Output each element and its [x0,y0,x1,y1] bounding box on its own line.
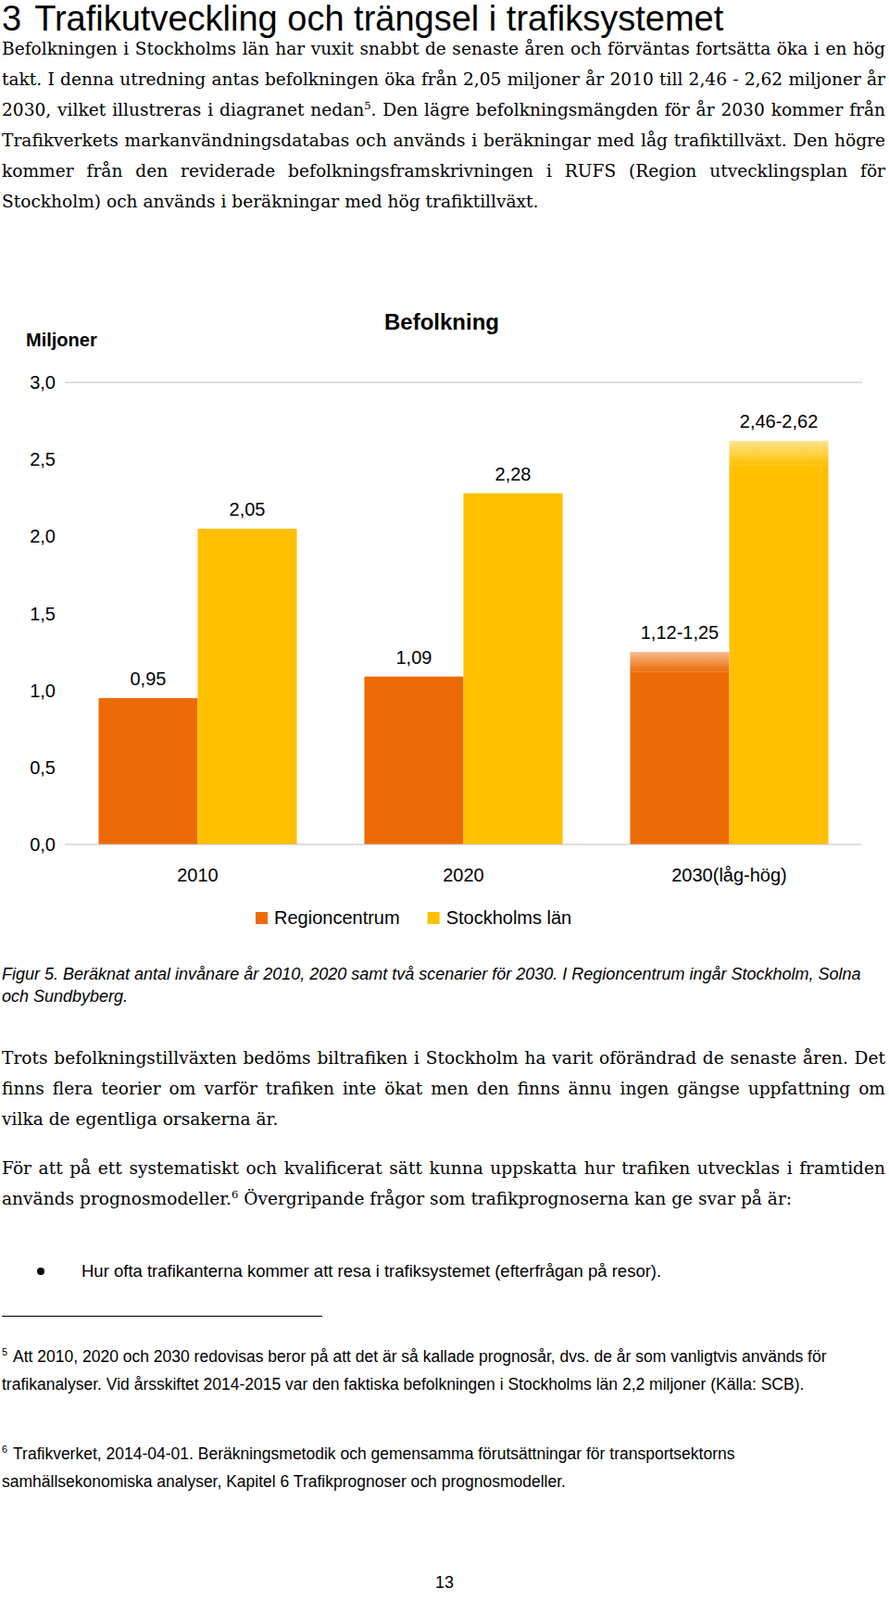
bar [729,465,829,845]
bars [98,440,828,845]
footnote-ref: 6 [231,1188,238,1202]
legend-label: Regioncentrum [274,907,401,928]
x-tick-label: 2010 [176,864,219,886]
data-label: 1,12-1,25 [640,622,720,643]
data-label: 2,46-2,62 [739,411,819,432]
footnote-text: Trafikverket, 2014-04-01. Beräkningsmeto… [1,1444,735,1491]
legend-label: Stockholms län [446,907,573,928]
paragraph: Trots befolkningstillväxten bedöms biltr… [1,1042,886,1135]
footnote: 6Trafikverket, 2014-04-01. Beräkningsmet… [1,1439,886,1496]
x-tick-label: 2030(låg-hög) [671,864,788,886]
bullet-text: Hur ofta trafikanterna kommer att resa i… [81,1261,662,1281]
bar [629,672,729,845]
bar [363,676,464,845]
footnote-number: 6 [1,1443,8,1455]
data-label: 2,28 [495,463,532,485]
legend-swatch [255,912,268,925]
chart-title: Befolkning [384,309,500,335]
x-axis-line [64,844,863,846]
heading-title: Trafikutveckling och trängsel i trafiksy… [34,0,724,38]
y-tick-label: 2,5 [29,449,56,470]
data-label: 1,09 [396,647,433,668]
footnote-text: Att 2010, 2020 och 2030 redovisas beror … [1,1347,827,1394]
bullet-dot [37,1267,45,1276]
figure-caption: Figur 5. Beräknat antal invånare år 2010… [1,963,886,1008]
paragraph-text: Övergripande frågor som trafikprognosern… [237,1189,792,1209]
legend: Regioncentrum Stockholms län [255,907,572,928]
paragraph: Befolkningen i Stockholms län har vuxit … [1,33,886,217]
y-tick-label: 0,0 [29,834,56,855]
data-label: 2,05 [229,499,266,520]
heading-number: 3 [1,0,22,38]
y-tick-label: 1,5 [29,603,56,625]
page-number: 13 [398,1572,491,1593]
y-tick-label: 0,5 [29,757,56,778]
y-tick-label: 2,0 [29,525,56,547]
footnote: 5Att 2010, 2020 och 2030 redovisas beror… [1,1342,886,1399]
page: 3 Trafikutveckling och trängsel i trafiks… [0,0,889,1600]
x-tick-label: 2020 [442,864,485,886]
bar [98,698,198,845]
bar-range [729,440,829,466]
footnote-rule [1,1315,323,1317]
bar [198,528,298,845]
y-tick-label: 3,0 [29,372,56,393]
data-label: 0,95 [130,668,167,689]
bar [463,493,564,845]
y-tick-label: 1,0 [29,680,56,702]
footnote-number: 5 [1,1346,8,1358]
y-axis-label: Miljoner [25,329,98,351]
legend-swatch [427,912,440,925]
paragraph: För att på ett systematiskt och kvalific… [1,1152,886,1215]
heading: 3 Trafikutveckling och trängsel i trafiks… [1,0,724,41]
bullet-item: Hur ofta trafikanterna kommer att resa i… [37,1259,662,1284]
footnote-ref: 5 [363,99,371,113]
bar-range [629,651,729,673]
chart: Befolkning Miljoner 0,0 0,5 1,0 1,5 2,0 2,5 3,0 0… [0,296,889,945]
paragraph-text: Trots befolkningstillväxten bedöms biltr… [1,1048,886,1129]
data-labels: 0,95 1,09 1,12-1,25 2,05 2,28 2,46-2,62 [130,411,819,689]
plot-frame-top [64,382,863,384]
